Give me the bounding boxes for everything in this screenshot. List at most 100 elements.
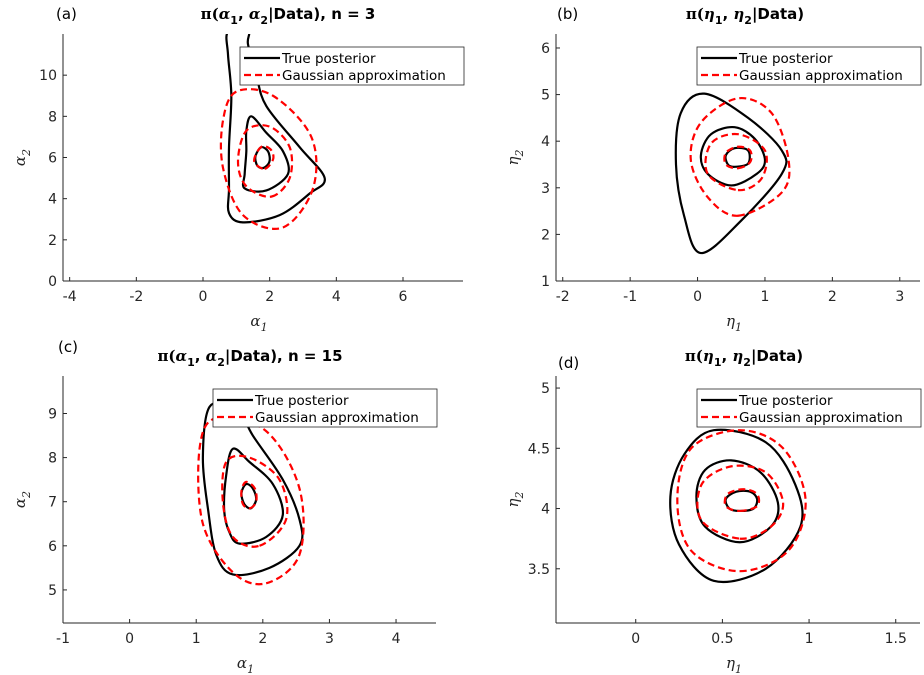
gaussian-approximation-contour: [696, 464, 785, 540]
y-tick-label: 8: [48, 451, 57, 467]
y-tick-label: 0: [48, 274, 57, 290]
y-tick-label: 6: [48, 151, 57, 167]
y-tick-label: 5: [541, 88, 550, 104]
contour-group: [219, 34, 326, 230]
y-tick-label: 2: [48, 233, 57, 249]
x-tick-label: -1: [56, 631, 70, 647]
x-tick-label: 1.5: [885, 631, 907, 647]
x-tick-label: -1: [623, 289, 637, 305]
contour-group: [669, 428, 807, 584]
y-tick-label: 4: [541, 134, 550, 150]
true-posterior-contour: [241, 115, 290, 193]
contour-group: [197, 400, 305, 586]
legend-label: True posterior: [254, 393, 349, 409]
y-tick-label: 1: [541, 274, 550, 290]
panel-a: -4 -2 0 2 4 6 0 2 4 6 8 10 α1 α2 π(α1, α2|Data), n = 3…: [11, 5, 465, 334]
legend-label: True posterior: [738, 393, 833, 409]
x-axis-label: α1: [250, 312, 267, 334]
y-tick-label: 7: [48, 495, 57, 511]
legend-box: [696, 388, 922, 428]
panel-label: (a): [56, 5, 77, 23]
x-tick-label: -2: [556, 289, 570, 305]
y-axis-label: α2: [11, 149, 33, 166]
true-posterior-contour: [222, 447, 285, 545]
true-posterior-contour: [225, 34, 326, 224]
x-tick-label: 6: [399, 289, 408, 305]
chart-title: π(α1, α2|Data), n = 15: [157, 347, 342, 369]
y-tick-label: 6: [48, 539, 57, 555]
x-tick-label: 3: [895, 289, 904, 305]
legend-label: Gaussian approximation: [739, 410, 903, 426]
contour-group: [674, 92, 791, 255]
x-tick-label: 1: [805, 631, 814, 647]
gaussian-approximation-contour: [253, 145, 275, 170]
legend-label: True posterior: [281, 51, 376, 67]
x-tick-label: 1: [761, 289, 770, 305]
y-tick-label: 5: [48, 583, 57, 599]
gaussian-approximation-contour: [689, 96, 791, 217]
legend-label: Gaussian approximation: [739, 68, 903, 84]
legend-box: [696, 46, 922, 86]
panel-label: (b): [557, 5, 578, 23]
legend-label: Gaussian approximation: [282, 68, 446, 84]
panel-b: -2 -1 0 1 2 3 1 2 3 4 5 6 η1 η2 π(η1, η2|Data) (b) True …: [504, 5, 922, 334]
y-tick-label: 4.5: [528, 441, 550, 457]
gaussian-approximation-contour: [236, 124, 294, 198]
chart-title: π(α1, α2|Data), n = 3: [201, 5, 376, 27]
y-tick-label: 9: [48, 406, 57, 422]
x-tick-label: 3: [325, 631, 334, 647]
y-tick-label: 10: [39, 68, 57, 84]
x-tick-label: 4: [332, 289, 341, 305]
panel-d: 0 0.5 1 1.5 3.5 4 4.5 5 η1 η2 π(η1, η2|Data) (d) Tru…: [504, 347, 922, 675]
y-axis-label: α2: [11, 491, 33, 508]
chart-title: π(η1, η2|Data): [685, 347, 803, 369]
chart-title: π(η1, η2|Data): [686, 5, 804, 27]
legend-label: True posterior: [738, 51, 833, 67]
y-tick-label: 3: [541, 181, 550, 197]
legend-label: Gaussian approximation: [255, 410, 419, 426]
x-tick-label: 2: [258, 631, 267, 647]
panel-c: -1 0 1 2 3 4 5 6 7 8 9 α1 α2 π(α1, α2|Data), n = 15 (c…: [11, 338, 438, 675]
true-posterior-contour: [674, 92, 788, 255]
y-tick-label: 6: [541, 41, 550, 57]
true-posterior-contour: [699, 125, 767, 187]
true-posterior-contour: [669, 428, 804, 584]
gaussian-approximation-contour: [676, 429, 807, 573]
panel-label: (c): [58, 338, 78, 356]
x-tick-label: 2: [828, 289, 837, 305]
y-axis-label: η2: [504, 492, 526, 508]
y-axis-label: η2: [504, 150, 526, 166]
x-tick-label: 0.5: [711, 631, 733, 647]
y-tick-label: 8: [48, 109, 57, 125]
legend-box: [239, 46, 465, 86]
panel-label: (d): [558, 354, 579, 372]
x-tick-label: 4: [392, 631, 401, 647]
legend-box: [212, 388, 438, 428]
gaussian-approximation-contour: [723, 145, 753, 170]
y-tick-label: 2: [541, 227, 550, 243]
x-axis-label: η1: [726, 654, 742, 675]
gaussian-approximation-contour: [704, 132, 768, 192]
x-axis-label: α1: [237, 654, 254, 675]
x-tick-label: 0: [631, 631, 640, 647]
gaussian-approximation-contour: [723, 488, 761, 513]
x-tick-label: 0: [199, 289, 208, 305]
x-tick-label: 2: [265, 289, 274, 305]
x-tick-label: -2: [129, 289, 143, 305]
gaussian-approximation-contour: [240, 480, 258, 510]
x-tick-label: 0: [125, 631, 134, 647]
y-tick-label: 4: [48, 192, 57, 208]
x-tick-label: 1: [192, 631, 201, 647]
x-axis-label: η1: [726, 312, 742, 334]
x-tick-label: -4: [63, 289, 77, 305]
x-tick-label: 0: [693, 289, 702, 305]
y-tick-label: 5: [541, 381, 550, 397]
y-tick-label: 3.5: [528, 562, 550, 578]
gaussian-approximation-contour: [197, 415, 305, 586]
y-tick-label: 4: [541, 502, 550, 518]
